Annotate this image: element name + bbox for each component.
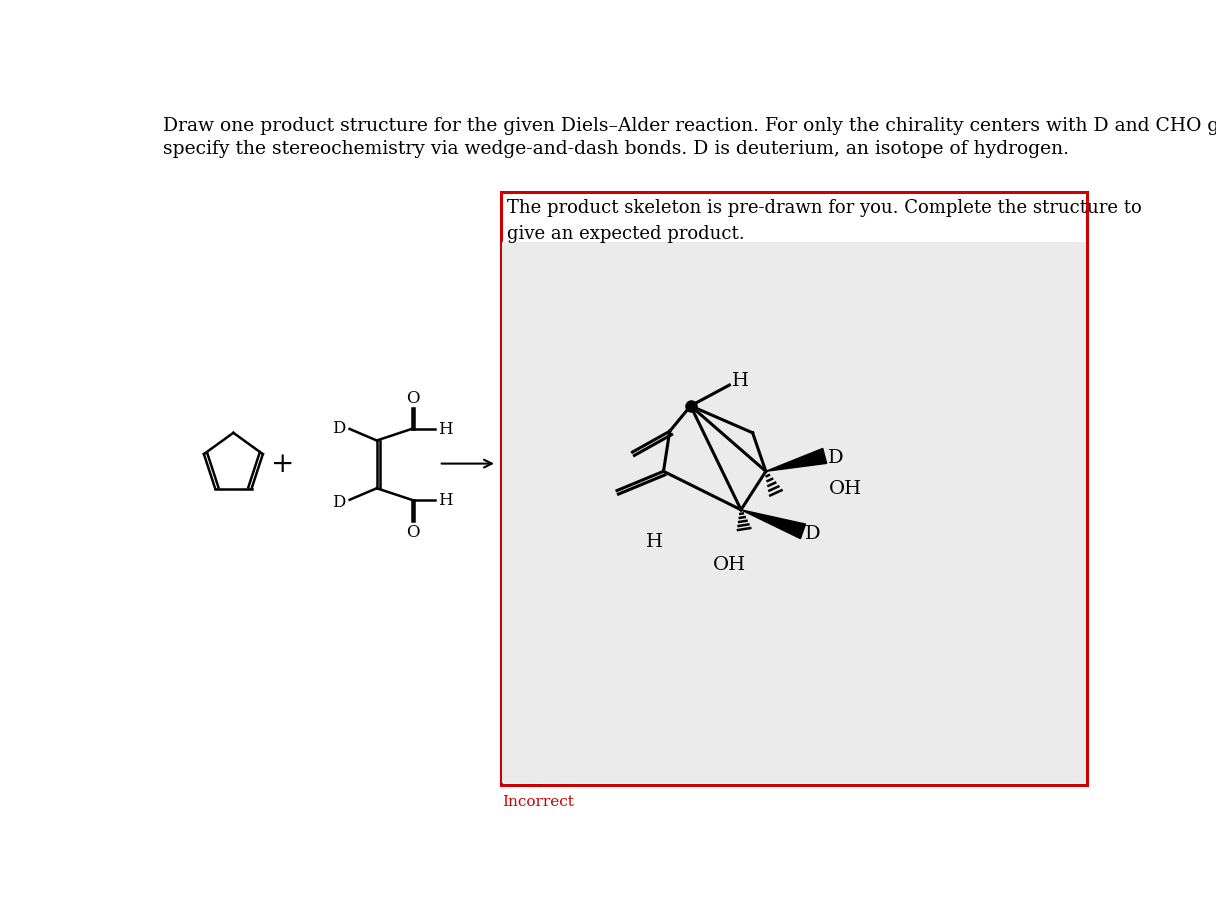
Text: OH: OH	[713, 555, 745, 573]
Text: Draw one product structure for the given Diels–Alder reaction. For only the chir: Draw one product structure for the given…	[163, 117, 1216, 134]
Bar	[502, 243, 1086, 783]
FancyArrowPatch shape	[441, 460, 491, 468]
Text: O: O	[406, 390, 420, 406]
Text: The product skeleton is pre-drawn for you. Complete the structure to: The product skeleton is pre-drawn for yo…	[507, 199, 1142, 217]
Text: OH: OH	[828, 480, 862, 498]
Text: specify the stereochemistry via wedge-and-dash bonds. D is deuterium, an isotope: specify the stereochemistry via wedge-an…	[163, 140, 1069, 157]
Bar	[501, 193, 1087, 785]
Text: H: H	[438, 421, 452, 438]
Text: Incorrect: Incorrect	[502, 794, 574, 808]
Text: D: D	[332, 419, 345, 437]
Polygon shape	[766, 449, 827, 471]
Text: D: D	[828, 448, 844, 466]
Text: D: D	[332, 494, 345, 510]
Text: O: O	[406, 523, 420, 540]
Text: H: H	[438, 492, 452, 509]
Text: H: H	[732, 372, 749, 390]
Polygon shape	[741, 510, 805, 539]
Text: D: D	[805, 525, 821, 542]
Text: H: H	[646, 532, 663, 550]
Text: +: +	[270, 450, 294, 478]
Text: give an expected product.: give an expected product.	[507, 225, 744, 243]
